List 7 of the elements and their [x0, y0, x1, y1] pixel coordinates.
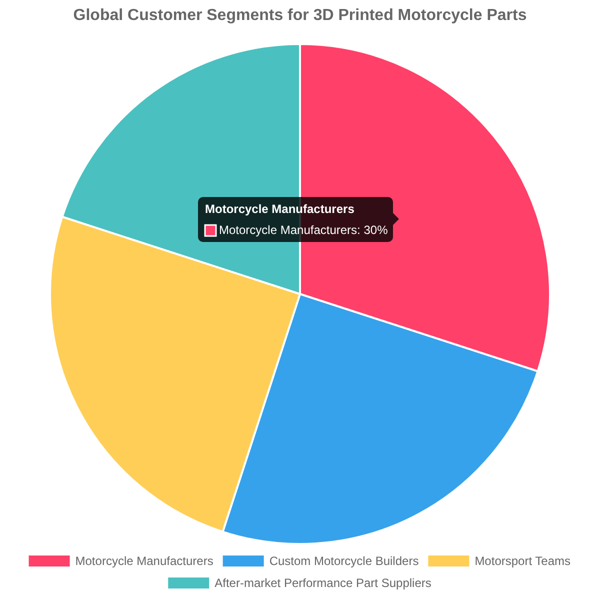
legend-label: After-market Performance Part Suppliers	[214, 576, 432, 590]
text: Motorcycle Manufacturers	[205, 202, 355, 216]
legend-label: Motorcycle Manufacturers	[75, 554, 214, 568]
chart-title: Global Customer Segments for 3D Printed Motorcycle Parts	[73, 7, 527, 24]
legend-label: Custom Motorcycle Builders	[269, 554, 419, 568]
legend-label: Motorsport Teams	[474, 554, 571, 568]
text: Motorcycle Manufacturers: 30%	[219, 223, 388, 237]
